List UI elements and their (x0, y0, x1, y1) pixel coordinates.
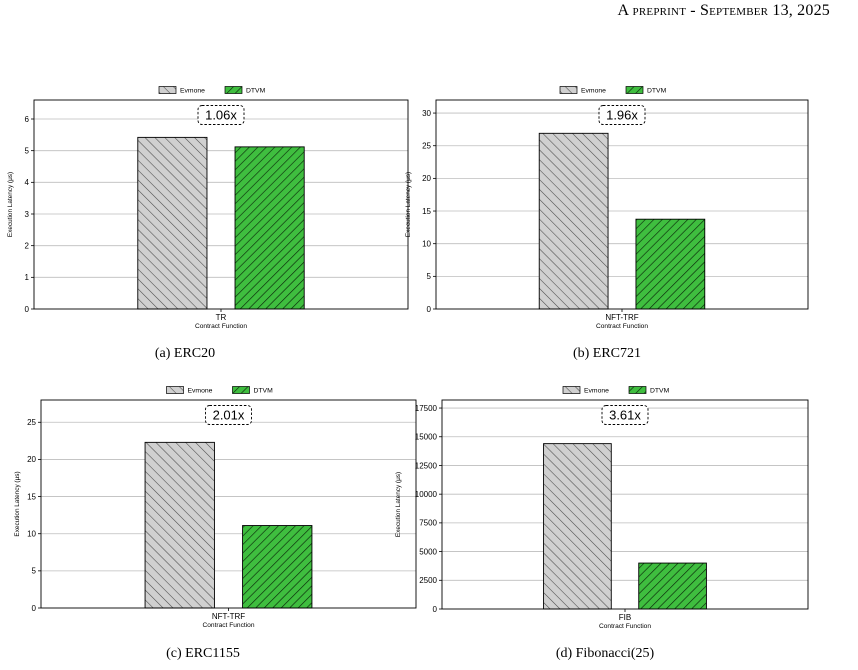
y-axis-label: Execution Latency (μs) (7, 172, 14, 237)
legend-label: DTVM (650, 388, 670, 395)
x-tick-label: FIB (619, 613, 631, 622)
speedup-box (205, 405, 252, 425)
speedup-annotation: 2.01x (213, 408, 245, 423)
y-tick-label: 15000 (415, 433, 438, 442)
legend-label: Evmone (180, 88, 205, 95)
chart-caption: (b) ERC721 (572, 346, 642, 361)
legend-swatch-evmone (166, 386, 184, 394)
bar-chart-erc1155: 0 5 10 15 20 25 Execution Latency (μs) NFT-TRFC… (14, 386, 417, 629)
bar-evmone (543, 443, 612, 610)
plot-area: 0 5 10 15 20 25 Execution Latency (μs) NFT-TRFC… (14, 399, 417, 629)
y-tick-label: 12500 (415, 461, 438, 470)
x-axis-label: Contract Function (596, 323, 648, 330)
legend-label: DTVM (647, 88, 667, 95)
x-axis-label: Contract Function (195, 323, 247, 330)
bar-dtvm (242, 525, 313, 609)
plot-frame (441, 399, 809, 610)
legend: Evmone DTVM (158, 86, 266, 95)
plot-frame (435, 99, 809, 310)
x-axis-label: Contract Function (202, 622, 254, 629)
y-tick-label: 0 (32, 604, 37, 613)
bar-dtvm (635, 218, 706, 310)
x-tick-label: NFT-TRF (212, 612, 245, 621)
y-tick-label: 2500 (419, 576, 437, 585)
y-axis-label: Execution Latency (μs) (395, 472, 402, 537)
x-axis-label: Contract Function (599, 623, 651, 630)
y-tick-label: 20 (27, 455, 36, 464)
legend: Evmone DTVM (559, 86, 667, 95)
y-tick-label: 7500 (419, 519, 437, 528)
legend-swatch-dtvm (232, 386, 250, 394)
plot-frame (40, 399, 417, 609)
legend: Evmone DTVM (562, 386, 670, 395)
legend-swatch-evmone (158, 86, 177, 94)
y-tick-label: 20 (422, 174, 431, 183)
y-tick-label: 25 (422, 142, 431, 151)
y-tick-label: 6 (25, 115, 30, 124)
chart-panel-erc721: 0 5 10 15 20 25 30 Execution Latency (μs) NFT-TR… (392, 82, 832, 372)
legend-swatch-dtvm (224, 86, 243, 94)
plot-area: 0 2500 5000 7500 10000 12500 15000 17500 Executi… (395, 399, 809, 630)
legend-label: DTVM (246, 88, 266, 95)
legend-label: Evmone (188, 388, 213, 395)
speedup-annotation: 1.06x (205, 108, 237, 123)
plot-area: 0 5 10 15 20 25 30 Execution Latency (μs) NFT-TR… (405, 99, 809, 330)
x-tick-label: NFT-TRF (605, 313, 638, 322)
y-tick-label: 5 (25, 146, 30, 155)
legend: Evmone DTVM (166, 386, 274, 395)
y-tick-label: 3 (25, 210, 30, 219)
y-tick-label: 25 (27, 418, 36, 427)
bar-chart-erc721: 0 5 10 15 20 25 30 Execution Latency (μs) NFT-TR… (405, 86, 809, 330)
bar-chart-fibonacci: 0 2500 5000 7500 10000 12500 15000 17500 Executi… (395, 386, 809, 630)
y-tick-label: 2 (25, 241, 30, 250)
y-tick-label: 0 (25, 305, 30, 314)
bar-chart-erc20: 0 1 2 3 4 5 6 Execution Latency (μs) TRContract … (7, 86, 409, 330)
legend-label: Evmone (584, 388, 609, 395)
y-tick-label: 5000 (419, 547, 437, 556)
chart-panel-erc20: 0 1 2 3 4 5 6 Execution Latency (μs) TR Contract … (0, 82, 420, 372)
speedup-box (598, 105, 646, 125)
page-header: A preprint - September 13, 2025 (617, 2, 830, 19)
legend-label: DTVM (254, 388, 274, 395)
y-tick-label: 17500 (415, 404, 438, 413)
chart-panel-fibonacci: 0 2500 5000 7500 10000 12500 15000 17500 Executi… (392, 382, 832, 670)
y-tick-label: 30 (422, 109, 431, 118)
y-axis-label: Execution Latency (μs) (14, 471, 21, 536)
y-tick-label: 5 (427, 272, 432, 281)
y-tick-label: 10 (27, 530, 36, 539)
plot-area: 0 1 2 3 4 5 6 Execution Latency (μs) TRContract … (7, 99, 409, 330)
speedup-annotation: 1.96x (606, 108, 638, 123)
legend-swatch-dtvm (628, 386, 647, 394)
bar-dtvm (638, 562, 707, 610)
chart-caption: (c) ERC1155 (166, 646, 240, 661)
y-tick-label: 4 (25, 178, 30, 187)
x-tick-label: TR (216, 313, 227, 322)
y-tick-label: 10 (422, 239, 431, 248)
legend-swatch-evmone (562, 386, 581, 394)
bar-dtvm (234, 146, 305, 310)
y-tick-label: 15 (422, 207, 431, 216)
bar-evmone (538, 132, 609, 310)
chart-caption: (d) Fibonacci(25) (555, 646, 655, 661)
y-tick-label: 5 (32, 567, 37, 576)
y-tick-label: 15 (27, 492, 36, 501)
bar-evmone (137, 136, 208, 310)
speedup-annotation: 3.61x (609, 408, 641, 423)
legend-swatch-dtvm (625, 86, 644, 94)
y-axis-label: Execution Latency (μs) (405, 172, 412, 237)
chart-caption: (a) ERC20 (154, 346, 216, 361)
speedup-box (601, 405, 649, 425)
y-tick-label: 10000 (415, 490, 438, 499)
y-tick-label: 0 (427, 305, 432, 314)
bar-evmone (144, 441, 215, 609)
legend-swatch-evmone (559, 86, 578, 94)
speedup-box (197, 105, 245, 125)
legend-label: Evmone (581, 88, 606, 95)
y-tick-label: 1 (25, 273, 30, 282)
chart-panel-erc1155: 0 5 10 15 20 25 Execution Latency (μs) NFT-TRF C… (6, 382, 426, 670)
y-tick-label: 0 (433, 605, 438, 614)
